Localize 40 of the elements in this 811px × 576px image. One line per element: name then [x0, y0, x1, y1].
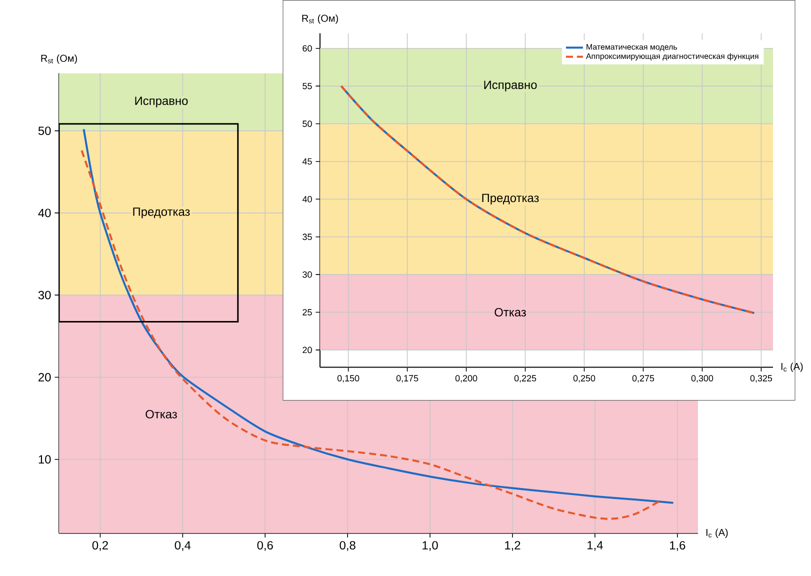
- y-axis-title: R$_{st}$ (Ом): [41, 54, 77, 64]
- y-tick-label: 20: [302, 346, 312, 353]
- x-tick-label: 0,6: [257, 540, 273, 551]
- x-tick-label: 0,225: [514, 374, 536, 382]
- x-tick-label: 0,2: [92, 540, 108, 551]
- y-axis-title: R$_{st}$ (Ом): [302, 14, 338, 24]
- x-tick-label: 0,300: [691, 374, 714, 382]
- x-axis-title: I$_{c}$ (A): [781, 362, 803, 372]
- x-tick-label: 0,275: [632, 374, 654, 382]
- y-tick-label: 35: [302, 234, 312, 240]
- x-tick-label: 0,150: [337, 374, 360, 382]
- y-tick-label: 60: [302, 45, 312, 52]
- band-label: Исправно: [135, 96, 188, 108]
- band-label: Отказ: [494, 308, 526, 316]
- y-tick-label: 45: [302, 158, 312, 164]
- x-tick-label: 0,4: [174, 540, 191, 551]
- y-tick-label: 30: [302, 271, 312, 278]
- y-tick-label: 25: [302, 308, 312, 316]
- y-tick-label: 40: [38, 208, 51, 218]
- band-label: Исправно: [484, 80, 537, 92]
- x-tick-label: 0,175: [396, 374, 418, 382]
- y-tick-label: 10: [38, 455, 51, 464]
- band-label: Предотказ: [133, 207, 190, 218]
- x-tick-label: 1,0: [422, 540, 438, 551]
- x-tick-label: 1,6: [670, 540, 686, 551]
- y-tick-label: 55: [302, 82, 312, 90]
- x-tick-label: 0,325: [750, 374, 772, 382]
- y-tick-label: 40: [302, 196, 312, 202]
- x-axis-title: I$_{c}$ (A): [706, 528, 728, 538]
- x-tick-label: 0,200: [455, 374, 478, 382]
- band-label: Отказ: [146, 410, 177, 418]
- y-tick-label: 20: [38, 372, 51, 382]
- band-label: Предотказ: [482, 194, 539, 204]
- x-tick-label: 1,4: [588, 540, 603, 551]
- x-tick-label: 0,8: [340, 540, 356, 551]
- y-tick-label: 50: [302, 120, 312, 127]
- y-tick-label: 50: [38, 126, 51, 135]
- x-tick-label: 1,2: [505, 540, 520, 551]
- x-tick-label: 0,250: [573, 374, 596, 382]
- y-tick-label: 30: [38, 290, 51, 300]
